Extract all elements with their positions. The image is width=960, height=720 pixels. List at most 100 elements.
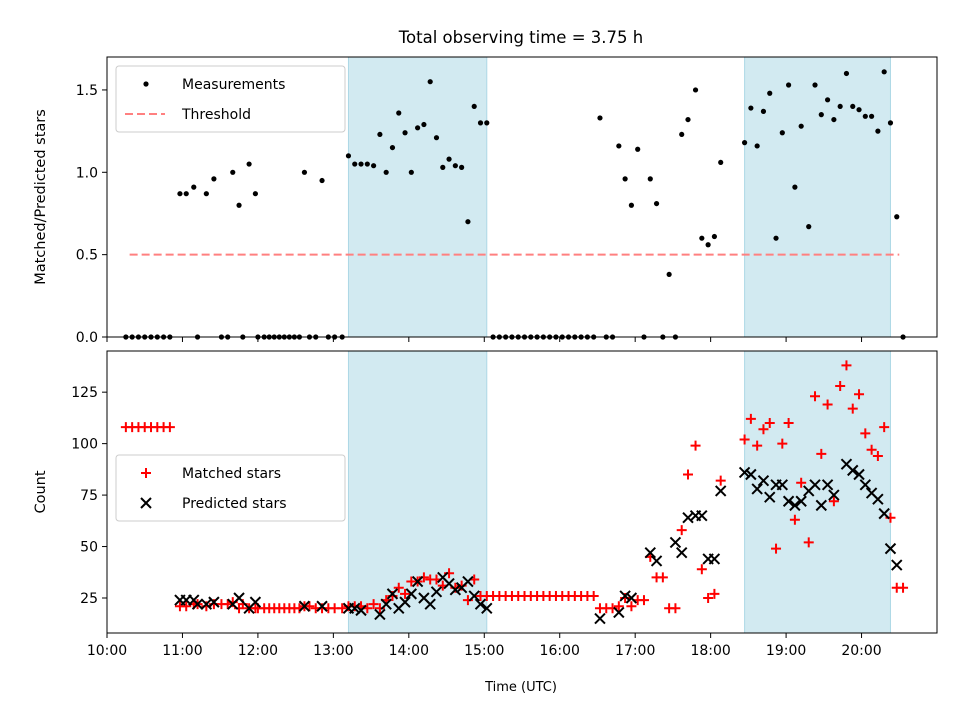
predicted-star-point [795,495,807,507]
measurement-point [754,143,760,149]
matched-star-point [638,595,649,606]
predicted-star-point [191,598,204,610]
matched-star-point [789,514,800,525]
matched-star-point [181,601,192,612]
measurement-point [183,191,189,197]
measurement-point [767,90,773,96]
predicted-star-point [386,588,399,600]
measurement-point [843,70,850,77]
measurement-point [383,169,389,175]
measurement-point [692,87,699,93]
predicted-star-point [878,507,890,520]
measurement-point [887,120,894,126]
measurement-point [831,116,837,123]
predicted-star-point [405,588,418,600]
figure-title: Total observing time = 3.75 h [398,28,643,47]
matched-star-point [777,438,788,449]
shaded-interval [347,350,488,634]
predicted-star-point [676,547,688,559]
measurement-point [352,161,358,167]
predicted-star-point [669,536,682,549]
measurement-point [408,169,414,175]
matched-star-point [676,525,687,536]
measurement-point [440,164,446,170]
predicted-star-point [789,499,801,512]
legend-label: Matched stars [182,466,281,482]
x-tick-label: 17:00 [615,643,655,659]
legend-matched-swatch [141,468,151,478]
measurement-point [415,125,421,131]
shaded-interval [744,56,891,338]
measurement-point [773,235,779,241]
measurement-point [252,191,258,197]
matched-star-point [828,496,839,507]
measurement-point [792,184,798,190]
matched-star-point [783,418,794,429]
matched-star-point [613,601,624,612]
matched-star-point [715,475,726,486]
measurement-point [850,103,856,110]
measurement-point [798,123,804,129]
shaded-interval [744,350,891,634]
matched-star-point [879,422,890,433]
measurement-point [471,103,477,110]
x-tick-label: 11:00 [162,643,202,659]
measurement-point [705,242,711,248]
matched-star-point [683,469,693,480]
matched-star-point [872,450,883,461]
predicted-star-point [594,612,606,625]
measurement-point [433,135,440,141]
measurement-point [837,103,843,110]
y-tick-label: 0.0 [76,330,98,346]
matched-star-point [337,603,348,614]
matched-star-point [764,418,775,429]
bottom-panel: 25 50 75 100 125 10:00 11:00 12:00 13:00 14:00 15:… [33,350,938,659]
predicted-star-point [208,596,220,608]
predicted-star-point [809,479,821,491]
matched-star-point [860,428,871,439]
measurement-point [869,113,875,119]
measurement-point [459,164,465,170]
predicted-star-point [764,491,776,503]
x-tick-label: 20:00 [841,643,881,659]
y-axis-label: Count [33,470,49,513]
matched-star-point [657,572,668,583]
predicted-star-point [462,575,474,588]
measurement-point [786,82,792,88]
predicted-star-point [374,608,386,621]
predicted-star-point [859,479,872,491]
y-tick-label: 75 [80,488,98,504]
predicted-star-point [745,468,757,481]
matched-star-point [841,360,852,371]
y-tick-label: 0.5 [76,248,98,264]
measurement-point [402,130,408,136]
measurement-point [421,121,427,128]
measurement-point [203,191,209,197]
measurement-point [653,200,660,207]
predicted-star-point [782,495,795,507]
predicted-star-point [738,466,751,479]
measurement-point [246,161,252,167]
predicted-star-point [872,493,884,505]
x-tick-label: 12:00 [238,643,278,659]
predicted-star-point [233,592,245,604]
y-tick-label: 25 [80,591,98,607]
predicted-star-point [751,483,763,495]
legend-box [115,454,346,522]
matched-star-point [222,599,233,610]
measurement-point [685,116,691,123]
matched-star-point [796,477,807,488]
measurement-point [616,143,622,149]
measurement-point [666,271,672,278]
matched-star-point [771,543,782,554]
predicted-star-point [424,598,436,610]
matched-star-point [164,422,175,433]
predicted-star-point [884,542,897,555]
measurement-point [875,128,881,134]
measurement-point [177,191,183,197]
predicted-star-point [481,602,493,615]
measurement-point [389,144,396,151]
legend-label: Predicted stars [182,496,287,512]
legend-box [115,65,346,133]
measurement-point [427,79,433,85]
